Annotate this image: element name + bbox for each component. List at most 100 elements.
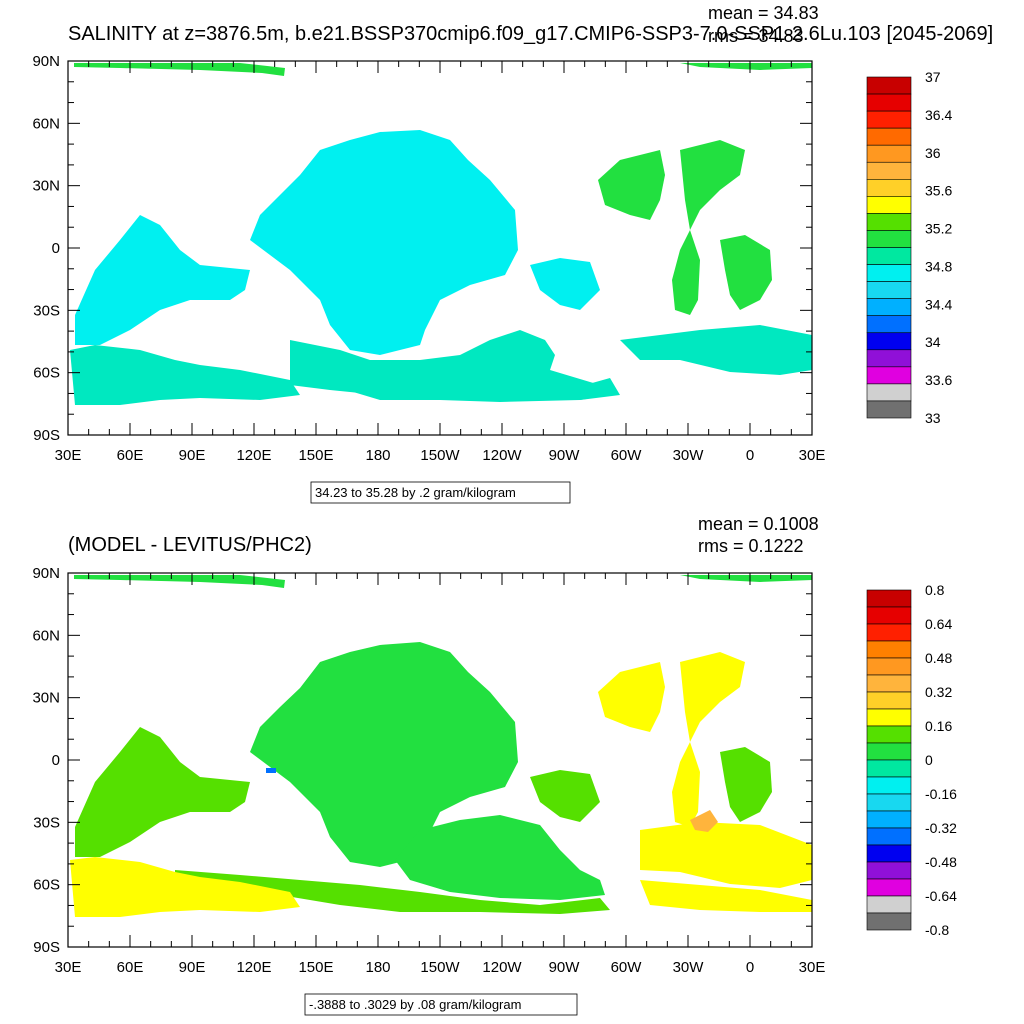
bottom-panel: (MODEL - LEVITUS/PHC2) mean = 0.1008 rms…: [32, 514, 957, 1016]
top-rms: rms = 34.83: [708, 26, 804, 46]
colorbar-box: [866, 281, 912, 299]
top-se-pacific: [530, 258, 600, 310]
colorbar-box: [866, 674, 912, 693]
colorbar-box: [866, 844, 912, 863]
lat-label: 30S: [33, 814, 60, 831]
top-atlantic-south: [720, 235, 772, 310]
colorbar-label: -0.64: [925, 888, 957, 904]
colorbar-box: [866, 93, 912, 112]
colorbar-box: [866, 759, 912, 778]
bottom-axis-ticks: [67, 572, 813, 948]
bottom-se-pacific: [530, 770, 600, 822]
lat-label: 90N: [32, 53, 60, 70]
top-southern-ocean: [620, 325, 812, 375]
top-panel: SALINITY at z=3876.5m, b.e21.BSSP370cmip…: [32, 3, 993, 504]
bottom-mean: mean = 0.1008: [698, 514, 819, 534]
lat-label: 30S: [33, 302, 60, 319]
top-info-text: 34.23 to 35.28 by .2 gram/kilogram: [315, 485, 516, 500]
top-map-fields: [70, 63, 812, 405]
bottom-atlantic-north: [598, 662, 665, 732]
lon-label: 120W: [482, 959, 522, 976]
bottom-lon-labels: 30E 60E 90E 120E 150E 180 150W 120W 90W 60W 30W 0 30…: [55, 959, 826, 976]
top-atlantic-central: [672, 140, 745, 315]
lon-label: 30E: [55, 959, 82, 976]
lon-label: 120E: [236, 447, 271, 464]
lon-label: 150E: [298, 959, 333, 976]
colorbar-box: [866, 793, 912, 812]
colorbar-label: 0.64: [925, 616, 952, 632]
colorbar-box: [866, 332, 912, 351]
bottom-info-box: [304, 993, 578, 1016]
colorbar-box: [866, 912, 912, 931]
colorbar-label: 37: [925, 69, 941, 85]
lon-label: 0: [746, 447, 754, 464]
lat-label: 60N: [32, 115, 60, 132]
bottom-rms: rms = 0.1222: [698, 536, 804, 556]
colorbar-label: 34.4: [925, 296, 952, 312]
top-southern-ocean-2: [330, 378, 620, 402]
colorbar-box: [866, 623, 912, 642]
bottom-southern-band: [175, 870, 610, 914]
lon-label: 120W: [482, 447, 522, 464]
colorbar-box: [866, 827, 912, 846]
colorbar-box: [866, 110, 912, 129]
colorbar-label: 0.8: [925, 582, 945, 598]
bottom-map-fields: [70, 575, 812, 917]
colorbar-box: [866, 776, 912, 795]
colorbar-box: [866, 298, 912, 316]
top-colorbar: 37 36.4 36 35.6 35.2 34.8 34.4 34 33.6 33: [866, 69, 952, 426]
top-mean: mean = 34.83: [708, 3, 819, 23]
lat-label: 0: [52, 240, 60, 257]
colorbar-box: [866, 640, 912, 659]
colorbar-box: [866, 878, 912, 897]
lon-label: 90E: [179, 959, 206, 976]
lon-label: 120E: [236, 959, 271, 976]
colorbar-box: [866, 383, 912, 402]
top-lat-labels: 90N 60N 30N 0 30S 60S 90S: [32, 53, 60, 444]
lon-label: 90W: [549, 959, 581, 976]
colorbar-label: 35.6: [925, 183, 952, 199]
lon-label: 90E: [179, 447, 206, 464]
colorbar-label: 0.32: [925, 684, 952, 700]
lon-label: 30E: [55, 447, 82, 464]
bottom-lat-labels: 90N 60N 30N 0 30S 60S 90S: [32, 565, 60, 956]
bottom-atlantic-south-yellow: [640, 822, 812, 888]
top-indian-west: [75, 215, 250, 345]
top-arctic-strip-east: [680, 63, 812, 70]
lat-label: 30N: [32, 178, 60, 195]
bottom-south-pacific: [395, 815, 605, 900]
colorbar-box: [866, 144, 912, 163]
colorbar-box: [866, 810, 912, 829]
top-pacific-body: [250, 130, 518, 355]
bottom-arctic-strip-west: [74, 575, 285, 588]
colorbar-label: 0.16: [925, 718, 952, 734]
colorbar-box: [866, 708, 912, 727]
bottom-title: (MODEL - LEVITUS/PHC2): [68, 534, 312, 556]
colorbar-box: [866, 895, 912, 914]
lat-label: 60S: [33, 365, 60, 382]
bottom-info-text: -.3888 to .3029 by .08 gram/kilogram: [309, 997, 521, 1012]
colorbar-box: [866, 76, 912, 95]
colorbar-box: [866, 657, 912, 676]
lon-label: 60E: [117, 959, 144, 976]
colorbar-label: 33: [925, 410, 941, 426]
top-axis-ticks: [67, 60, 813, 436]
colorbar-label: -0.32: [925, 820, 957, 836]
lon-label: 30E: [799, 447, 826, 464]
colorbar-label: 33.6: [925, 372, 952, 388]
lon-label: 180: [365, 447, 390, 464]
colorbar-label: -0.48: [925, 854, 957, 870]
lat-label: 90N: [32, 565, 60, 582]
top-arctic-strip-west: [74, 63, 285, 76]
colorbar-box: [866, 742, 912, 761]
colorbar-box: [866, 349, 912, 368]
colorbar-label: 0: [925, 752, 933, 768]
lon-label: 30W: [673, 447, 705, 464]
colorbar-label: 0.48: [925, 650, 952, 666]
top-info-box: [310, 481, 571, 504]
top-lon-labels: 30E 60E 90E 120E 150E 180 150W 120W 90W 60W 30W 0 30…: [55, 447, 826, 464]
colorbar-box: [866, 127, 912, 146]
lat-label: 60N: [32, 627, 60, 644]
colorbar-box: [866, 725, 912, 744]
